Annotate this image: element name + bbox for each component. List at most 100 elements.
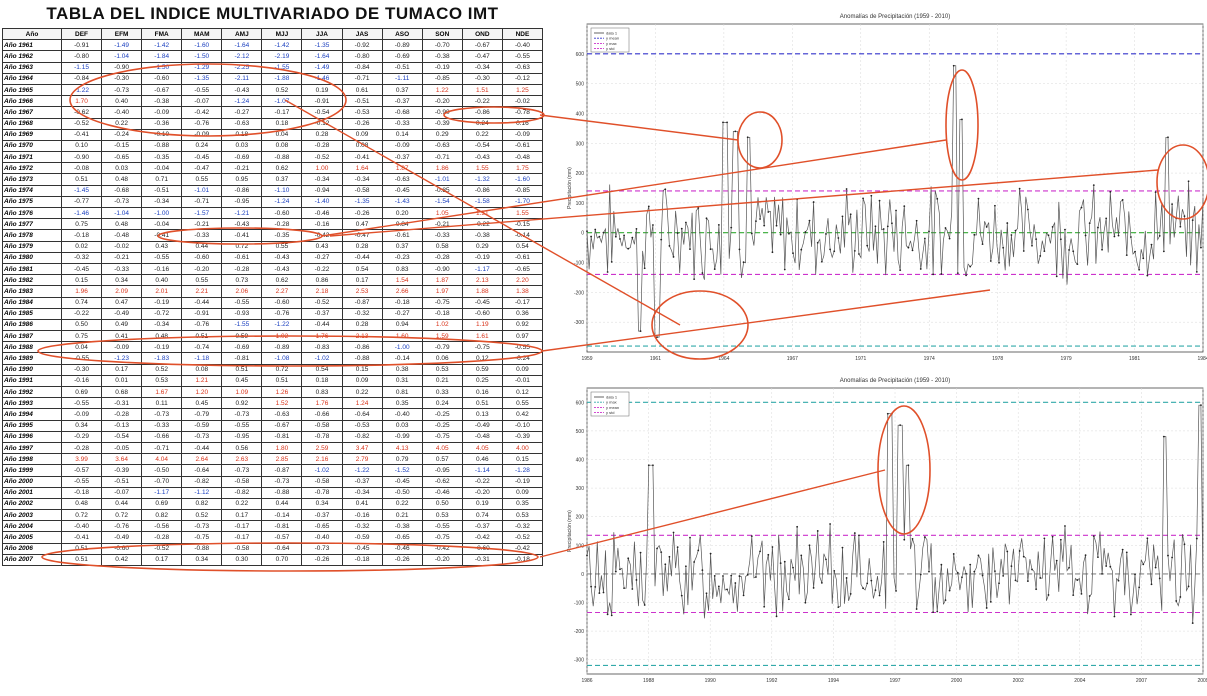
series-point (709, 552, 712, 555)
series-point (944, 227, 947, 229)
series-point (1101, 572, 1103, 575)
table-cell: -0.85 (501, 184, 544, 197)
table-cell: -1.22 (261, 318, 303, 332)
row-year: Año 1983 (2, 285, 62, 298)
series-point (656, 547, 658, 550)
table-cell: 0.18 (261, 117, 303, 130)
table-cell: -0.86 (221, 184, 263, 197)
series-point (647, 464, 650, 467)
table-cell: 0.75 (60, 330, 103, 343)
table-cell: -0.02 (501, 95, 544, 108)
table-cell: -0.45 (181, 151, 223, 164)
row-year: Año 1984 (2, 296, 62, 309)
series-point (680, 227, 683, 230)
series-point (915, 608, 918, 610)
table-row: Año 1967 -0.62 -0.40 -0.09 -0.42 -0.27 -0.17 -0… (2, 106, 544, 119)
series-point (1200, 404, 1202, 407)
table-cell: -0.69 (221, 341, 263, 354)
series-point (1109, 565, 1112, 568)
table-cell: -0.80 (60, 50, 103, 63)
table-cell: 0.50 (421, 497, 463, 511)
table-cell: -0.78 (301, 486, 343, 499)
table-cell: -0.55 (421, 520, 463, 533)
series-point (1051, 225, 1054, 228)
series-point (1055, 275, 1058, 278)
y-tick-label: 0 (581, 231, 584, 237)
series-point (606, 271, 609, 273)
table-cell: -0.39 (101, 464, 143, 477)
series-point (1158, 234, 1161, 237)
table-cell: -0.16 (341, 509, 383, 522)
row-year: Año 1979 (2, 240, 62, 253)
series-point (837, 606, 840, 609)
series-point (800, 248, 803, 251)
table-cell: 2.16 (301, 453, 343, 466)
table-cell: 0.47 (101, 296, 143, 309)
table-row: Año 1978 -0.18 -0.48 -0.41 -0.33 -0.41 -0.35 -0… (2, 229, 544, 242)
table-cell: -1.01 (421, 173, 463, 186)
table-cell: -0.37 (381, 151, 423, 164)
table-cell: 1.22 (421, 83, 463, 97)
table-cell: -0.41 (341, 151, 383, 164)
table-cell: -1.01 (181, 184, 223, 197)
series-point (1010, 565, 1013, 568)
table-cell: 1.51 (461, 206, 503, 220)
table-cell: 1.19 (461, 318, 503, 332)
series-point (1026, 208, 1029, 211)
series-point (998, 582, 1000, 585)
table-cell: -0.82 (341, 430, 383, 443)
series-point (767, 553, 770, 556)
series-point (969, 563, 972, 566)
table-cell: -0.22 (461, 218, 503, 231)
table-cell: -0.71 (141, 441, 183, 455)
row-year: Año 1977 (2, 218, 62, 231)
series-point (1175, 600, 1178, 602)
y-tick-label: 100 (576, 543, 585, 549)
table-cell: -0.10 (501, 419, 544, 432)
series-point (606, 613, 609, 616)
table-cell: -0.90 (101, 61, 143, 74)
series-point (1138, 268, 1141, 271)
row-year: Año 1966 (2, 95, 62, 108)
table-cell: -0.60 (261, 296, 303, 309)
series-point (1051, 535, 1054, 538)
series-point (800, 554, 803, 557)
table-cell: 2.06 (221, 285, 263, 298)
series-point (998, 261, 1000, 264)
table-cell: -1.57 (181, 206, 223, 220)
table-cell: -0.27 (381, 307, 423, 320)
table-cell: -0.41 (60, 128, 103, 141)
series-point (1167, 554, 1169, 557)
series-point (956, 272, 959, 275)
table-cell: -0.34 (341, 173, 383, 186)
series-point (874, 225, 877, 228)
table-cell: -0.88 (141, 139, 183, 153)
series-point (853, 532, 856, 534)
table-cell: -0.73 (101, 195, 143, 209)
series-point (1191, 219, 1194, 222)
table-cell: -0.28 (60, 441, 103, 455)
table-row: Año 1981 -0.45 -0.33 -0.16 -0.20 -0.28 -0.43 -0… (2, 262, 544, 276)
table-cell: -0.07 (101, 486, 143, 499)
series-point (672, 531, 675, 534)
series-point (779, 562, 782, 565)
table-row: Año 1961 -0.91 -1.49 -1.42 -1.60 -1.64 -1.42 -1… (2, 39, 544, 52)
series-point (891, 222, 893, 225)
table-cell: -2.11 (221, 72, 263, 85)
table-cell: 0.70 (261, 553, 303, 567)
table-cell: 1.76 (301, 397, 343, 410)
legend-entry: data 1 (606, 395, 618, 400)
series-point (1068, 249, 1070, 251)
x-tick-label: 2007 (1136, 678, 1147, 684)
series-point (1113, 235, 1116, 238)
table-cell: -0.44 (301, 318, 343, 332)
table-cell: -0.53 (341, 419, 383, 432)
series-point (1097, 226, 1099, 229)
table-row: Año 2006 0.51 -0.60 -0.52 -0.88 -0.58 -0.64 -0.… (2, 542, 544, 555)
y-tick-label: 300 (576, 141, 585, 147)
series-point (684, 565, 687, 568)
row-year: Año 1989 (2, 352, 62, 365)
table-cell: -0.09 (101, 341, 143, 354)
table-cell: -0.81 (221, 352, 263, 365)
table-cell: -1.35 (301, 39, 343, 52)
